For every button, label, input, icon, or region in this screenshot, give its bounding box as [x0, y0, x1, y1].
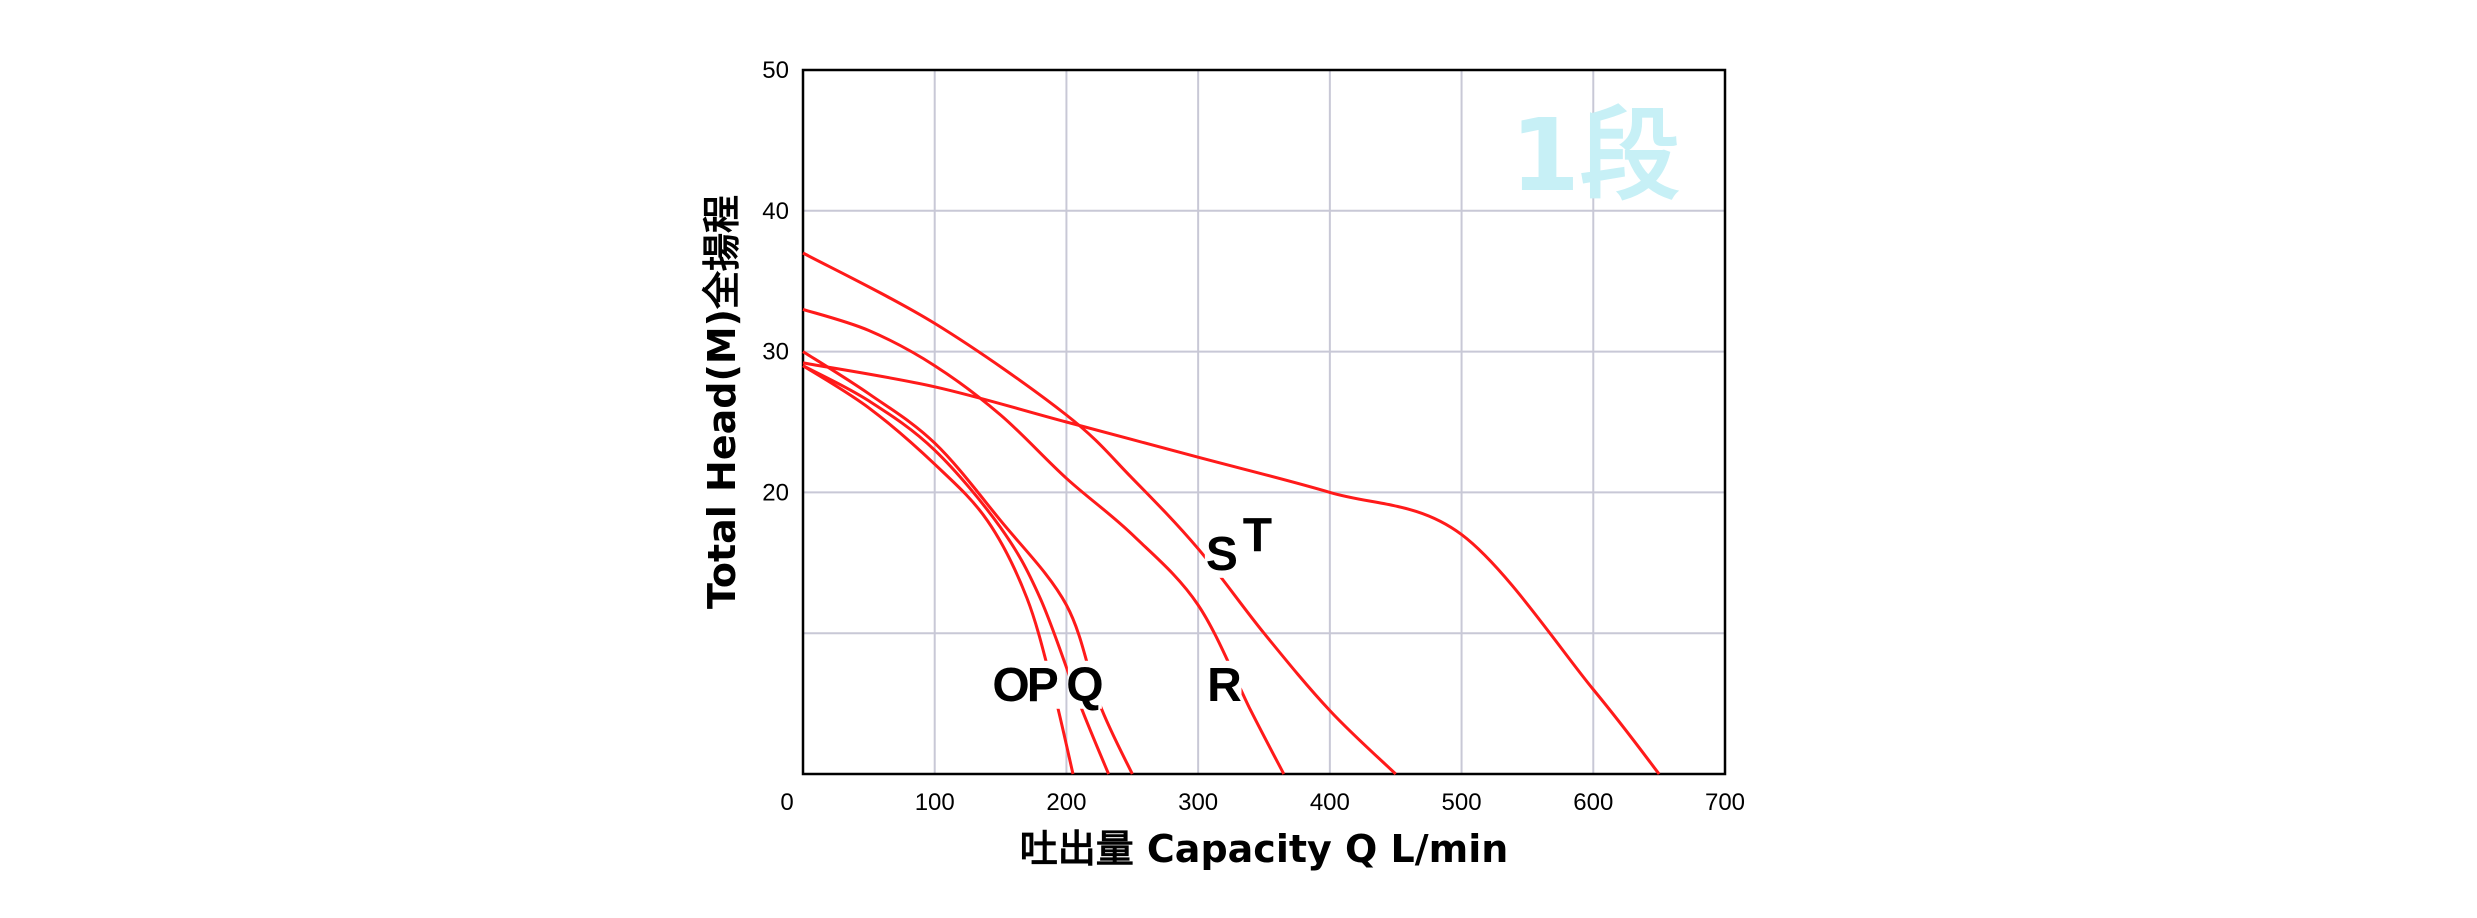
- plot-frame: [801, 68, 1727, 776]
- curve-S: [802, 361, 1661, 775]
- curve-label-backdrop: [1025, 660, 1060, 709]
- curve-label-S: S: [1206, 528, 1238, 581]
- curve-label-backdrop: [994, 660, 1029, 709]
- curve-label-T: T: [1243, 510, 1272, 563]
- curve-label-R: R: [1207, 659, 1242, 712]
- x-tick-label: 700: [1705, 789, 1745, 816]
- x-tick-label: 0: [780, 789, 793, 816]
- grid-lines: [803, 70, 1725, 774]
- curve-P: [802, 364, 1110, 775]
- x-axis-title: 吐出量 Capacity Q L/min: [1020, 827, 1509, 871]
- tick-labels: 0 100 200 300 400 500 600 700 20 30 40 50: [762, 57, 1745, 816]
- x-tick-label: 300: [1178, 789, 1218, 816]
- curve-label-backdrop: [1207, 660, 1242, 709]
- curve-label-P: P: [1027, 659, 1059, 712]
- stage-badge: 1段: [1510, 97, 1680, 214]
- x-tick-label: 100: [915, 789, 955, 816]
- y-tick-label: 30: [762, 339, 789, 366]
- y-tick-label: 50: [762, 57, 789, 84]
- curve-T: [802, 251, 1397, 776]
- curve-label-backdrop: [1067, 660, 1102, 709]
- curve-O: [802, 364, 1075, 775]
- x-tick-label: 600: [1573, 789, 1613, 816]
- curve-labels: OP Q R S T: [992, 510, 1275, 712]
- y-axis-title: Total Head(M)全揚程: [700, 195, 744, 609]
- x-tick-label: 500: [1442, 789, 1482, 816]
- y-tick-label: 40: [762, 198, 789, 225]
- curve-label-Q: Q: [1066, 659, 1103, 712]
- y-tick-label: 20: [762, 479, 789, 506]
- x-tick-label: 200: [1046, 789, 1086, 816]
- curve-label-backdrop: [1204, 529, 1239, 578]
- curve-label-O: O: [992, 659, 1029, 712]
- x-tick-label: 400: [1310, 789, 1350, 816]
- curve-label-backdrop: [1240, 511, 1275, 560]
